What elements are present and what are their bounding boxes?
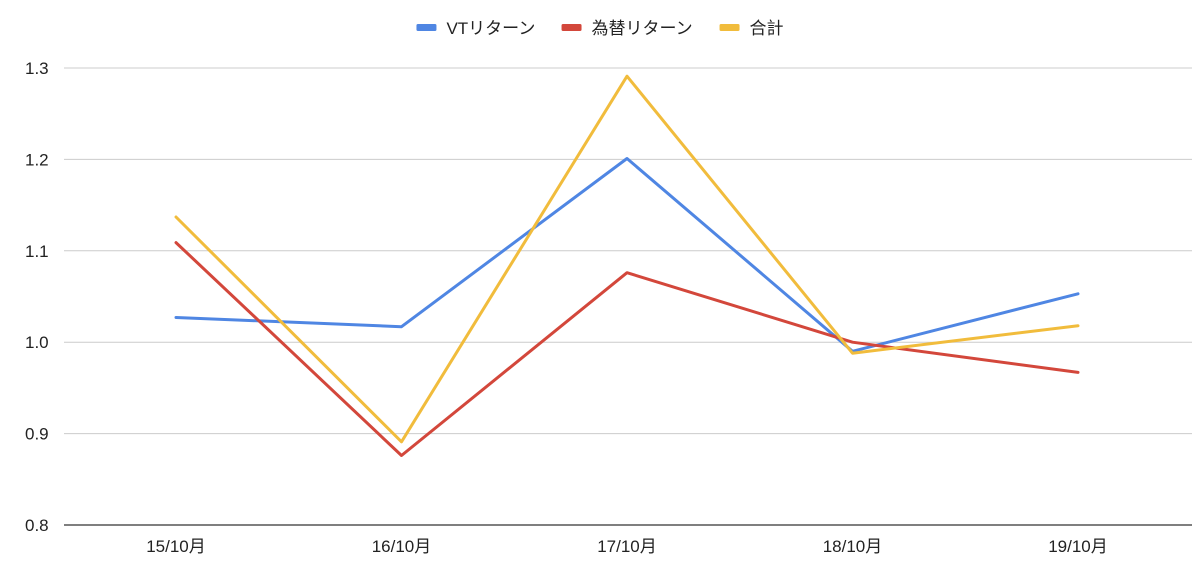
y-tick-label: 1.0: [25, 333, 49, 352]
legend-label-1: VTリターン: [446, 19, 535, 38]
x-tick-label: 17/10月: [597, 537, 657, 556]
y-axis-ticks: 0.8 0.9 1.0 1.1 1.2 1.3: [25, 59, 49, 535]
y-tick-label: 1.1: [25, 242, 49, 261]
y-tick-label: 0.8: [25, 516, 49, 535]
x-tick-label: 19/10月: [1048, 537, 1108, 556]
x-tick-label: 18/10月: [823, 537, 883, 556]
legend-swatch-3: [719, 24, 740, 31]
legend: VTリターン 為替リターン 合計: [416, 19, 784, 38]
y-tick-label: 0.9: [25, 425, 49, 444]
series-line-3: [174, 74, 1080, 444]
legend-label-2: 為替リターン: [592, 19, 693, 38]
series-lines: [174, 74, 1080, 457]
legend-swatch-1: [416, 24, 437, 31]
legend-swatch-2: [561, 24, 582, 31]
x-axis-ticks: 15/10月 16/10月 17/10月 18/10月 19/10月: [146, 537, 1108, 556]
series-line-2: [174, 241, 1080, 457]
y-tick-label: 1.3: [25, 59, 49, 78]
series-line-1: [174, 157, 1080, 353]
legend-label-3: 合計: [750, 19, 784, 38]
y-tick-label: 1.2: [25, 150, 49, 169]
x-tick-label: 15/10月: [146, 537, 206, 556]
x-tick-label: 16/10月: [372, 537, 432, 556]
